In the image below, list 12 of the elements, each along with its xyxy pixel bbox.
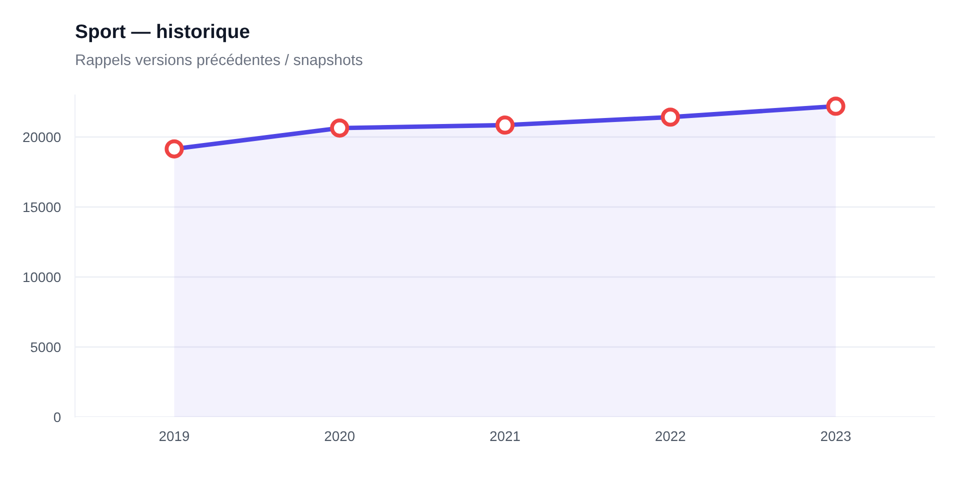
x-tick-label: 2019 [159,431,190,442]
x-tick-label: 2023 [821,431,851,442]
y-tick-label: 0 [54,412,61,422]
y-tick-label: 10000 [24,272,61,282]
x-tick-label: 2021 [490,431,520,442]
chart-title: Sport — historique [76,24,250,42]
y-tick-label: 15000 [24,202,61,212]
x-tick-label: 2020 [324,431,355,442]
x-tick-label: 2022 [656,431,686,442]
y-tick-label: 20000 [23,132,61,142]
y-tick-label: 5000 [30,342,61,352]
chart-subtitle: Rappels versions précédentes / snapshots [76,54,362,68]
